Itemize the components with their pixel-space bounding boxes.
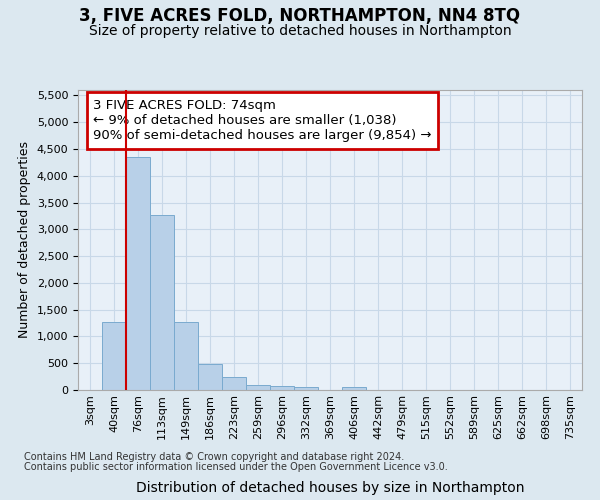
- Bar: [102, 322, 126, 390]
- Bar: [150, 214, 174, 390]
- Y-axis label: Number of detached properties: Number of detached properties: [18, 142, 31, 338]
- Bar: [270, 386, 294, 390]
- Text: Contains HM Land Registry data © Crown copyright and database right 2024.: Contains HM Land Registry data © Crown c…: [24, 452, 404, 462]
- Bar: [174, 322, 198, 390]
- Bar: [246, 384, 270, 390]
- Bar: [198, 364, 222, 390]
- Bar: [294, 387, 318, 390]
- Text: Contains public sector information licensed under the Open Government Licence v3: Contains public sector information licen…: [24, 462, 448, 472]
- Bar: [222, 378, 246, 390]
- Bar: [342, 387, 366, 390]
- Text: Distribution of detached houses by size in Northampton: Distribution of detached houses by size …: [136, 481, 524, 495]
- Bar: [126, 157, 150, 390]
- Text: 3 FIVE ACRES FOLD: 74sqm
← 9% of detached houses are smaller (1,038)
90% of semi: 3 FIVE ACRES FOLD: 74sqm ← 9% of detache…: [93, 99, 431, 142]
- Text: 3, FIVE ACRES FOLD, NORTHAMPTON, NN4 8TQ: 3, FIVE ACRES FOLD, NORTHAMPTON, NN4 8TQ: [79, 8, 521, 26]
- Text: Size of property relative to detached houses in Northampton: Size of property relative to detached ho…: [89, 24, 511, 38]
